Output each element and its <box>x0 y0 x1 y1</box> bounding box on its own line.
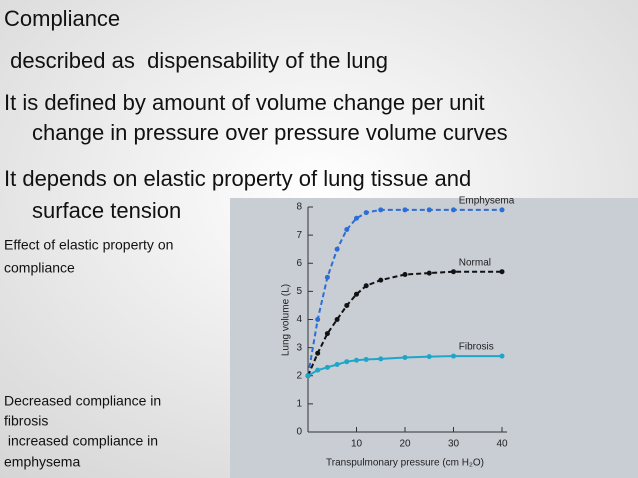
y-tick-label: 0 <box>296 427 302 438</box>
data-point <box>499 207 505 213</box>
data-point <box>402 272 408 277</box>
text-line: described as dispensability of the lung <box>4 48 388 73</box>
x-tick-label: 40 <box>496 439 508 450</box>
note: Effect of elastic property on <box>4 237 173 253</box>
data-point <box>426 354 432 360</box>
y-tick-label: 7 <box>296 230 302 241</box>
note: emphysema <box>4 454 80 470</box>
data-point <box>402 207 408 213</box>
figure-panel <box>230 198 638 478</box>
y-tick-label: 2 <box>296 370 302 381</box>
text-line: change in pressure over pressure volume … <box>32 120 508 145</box>
note: Decreased compliance in <box>4 393 161 409</box>
data-point <box>315 367 321 373</box>
data-point <box>363 210 369 216</box>
y-tick-label: 8 <box>296 202 302 213</box>
data-point <box>334 362 340 367</box>
series-label: Emphysema <box>459 195 515 206</box>
data-point <box>334 317 340 322</box>
x-tick-label: 10 <box>351 439 363 450</box>
data-point <box>378 207 384 213</box>
series-label: Fibrosis <box>459 342 494 353</box>
data-point <box>354 357 359 363</box>
y-axis-label: Lung volume (L) <box>281 284 292 356</box>
data-point <box>344 302 350 308</box>
data-point <box>315 350 321 356</box>
data-point <box>451 353 456 359</box>
y-tick-label: 3 <box>296 342 302 353</box>
data-point <box>426 207 432 213</box>
x-tick-label: 20 <box>399 439 411 450</box>
slide-title: Compliance <box>4 6 120 31</box>
x-axis-label: Transpulmonary pressure (cm H₂O) <box>326 458 484 469</box>
data-point <box>378 356 384 362</box>
series-line <box>307 208 502 376</box>
note: compliance <box>4 260 75 276</box>
data-point <box>344 359 350 365</box>
x-tick-label: 30 <box>448 439 460 450</box>
data-point <box>324 364 330 370</box>
series-label: Normal <box>459 257 491 268</box>
note: fibrosis <box>4 413 48 429</box>
y-tick-label: 6 <box>296 258 302 269</box>
text-line: It is defined by amount of volume change… <box>4 90 485 115</box>
data-point <box>426 270 432 276</box>
data-point <box>334 246 340 252</box>
data-point <box>402 354 408 360</box>
data-point <box>315 317 321 322</box>
data-point <box>354 291 359 297</box>
data-point <box>451 269 456 275</box>
data-point <box>363 283 369 289</box>
note: increased compliance in <box>4 433 158 449</box>
text-line: surface tension <box>32 198 181 223</box>
data-point <box>305 373 311 379</box>
data-point <box>344 227 350 232</box>
data-point <box>499 353 505 359</box>
y-tick-label: 4 <box>296 314 302 325</box>
data-point <box>499 269 505 275</box>
data-point <box>324 331 330 337</box>
data-point <box>363 356 369 362</box>
y-tick-label: 5 <box>296 286 302 297</box>
y-tick-label: 1 <box>296 399 302 410</box>
data-point <box>378 277 384 283</box>
data-point <box>324 274 330 280</box>
data-point <box>354 215 359 221</box>
text-line: It depends on elastic property of lung t… <box>4 166 471 191</box>
series-line <box>307 270 502 377</box>
data-point <box>451 207 456 213</box>
